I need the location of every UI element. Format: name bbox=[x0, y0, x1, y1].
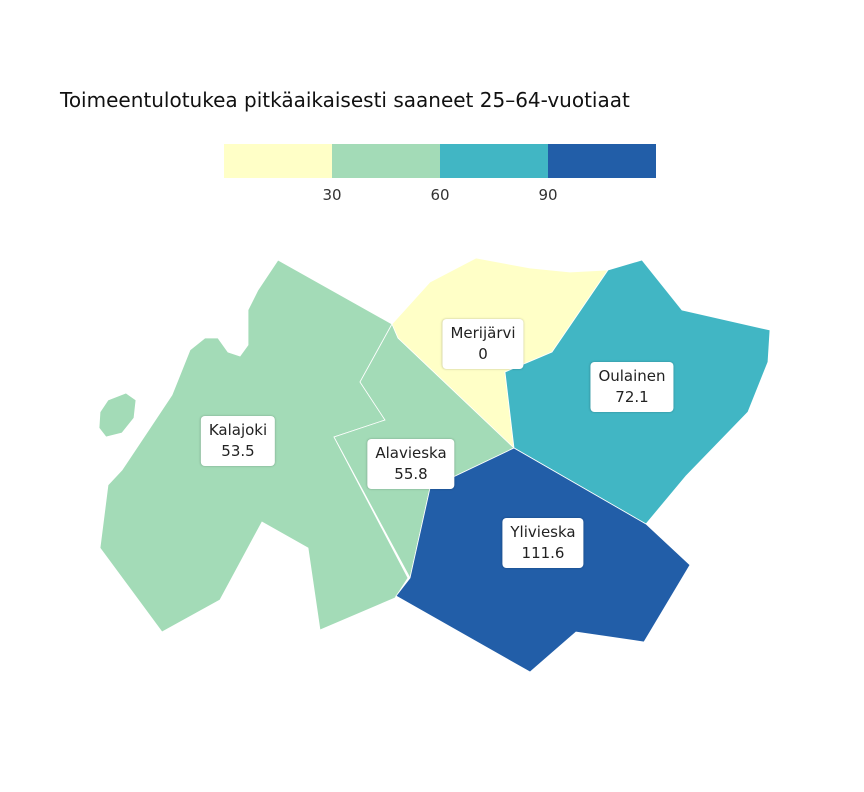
legend-bin-0 bbox=[224, 144, 332, 178]
region-label-name: Alavieska bbox=[375, 444, 447, 462]
region-kalajoki-island[interactable] bbox=[98, 392, 137, 438]
legend-tick: 90 bbox=[538, 186, 558, 204]
region-label-name: Oulainen bbox=[598, 367, 666, 385]
region-label-merijarvi: Merijärvi 0 bbox=[442, 319, 524, 369]
region-label-value: 111.6 bbox=[521, 544, 565, 562]
region-label-alavieska: Alavieska 55.8 bbox=[367, 439, 455, 489]
region-label-oulainen: Oulainen 72.1 bbox=[590, 362, 674, 412]
region-label-value: 0 bbox=[478, 345, 488, 363]
region-label-value: 72.1 bbox=[615, 388, 649, 406]
legend-tick: 60 bbox=[430, 186, 450, 204]
color-legend bbox=[224, 144, 656, 178]
legend-tick: 30 bbox=[322, 186, 342, 204]
region-label-name: Kalajoki bbox=[208, 421, 268, 439]
legend-bin-2 bbox=[440, 144, 548, 178]
legend-bin-1 bbox=[332, 144, 440, 178]
legend-bin-3 bbox=[548, 144, 656, 178]
region-label-value: 53.5 bbox=[221, 442, 255, 460]
region-label-value: 55.8 bbox=[394, 465, 428, 483]
region-label-kalajoki: Kalajoki 53.5 bbox=[200, 416, 276, 466]
region-label-name: Merijärvi bbox=[450, 324, 516, 342]
legend-ticks: 30 60 90 bbox=[224, 186, 656, 206]
region-label-name: Ylivieska bbox=[510, 523, 576, 541]
region-label-ylivieska: Ylivieska 111.6 bbox=[502, 518, 584, 568]
map-title: Toimeentulotukea pitkäaikaisesti saaneet… bbox=[60, 88, 630, 112]
